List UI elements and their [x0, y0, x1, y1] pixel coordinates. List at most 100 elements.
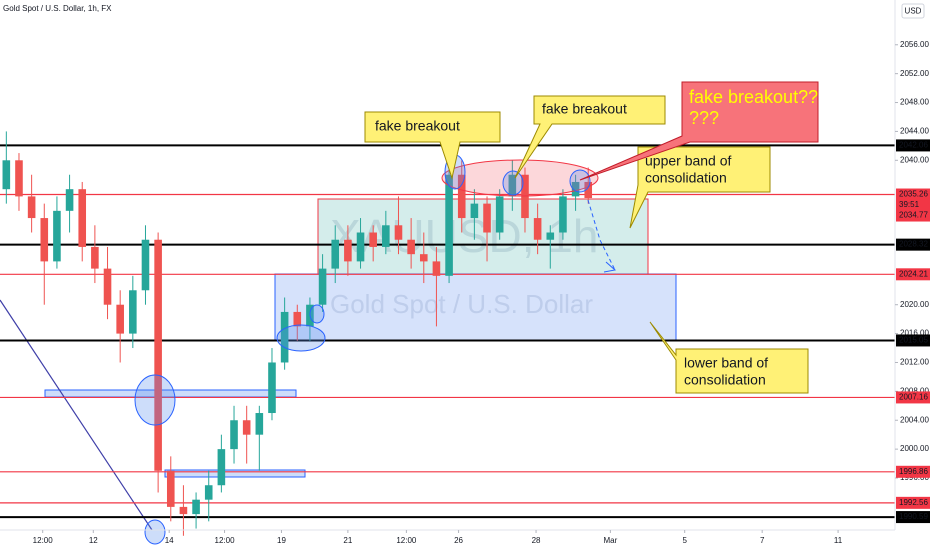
candle-body: [445, 174, 453, 276]
trend-line: [0, 299, 153, 531]
price-line-label: 2007.16: [899, 393, 928, 402]
candle-body: [242, 420, 251, 435]
candle-body: [217, 449, 226, 486]
callout-text: fake breakout: [375, 118, 460, 134]
currency-box: [901, 3, 925, 19]
candle-body: [394, 225, 403, 240]
y-tick-label: 2020.00: [900, 300, 929, 309]
price-line-label: 2042.06: [899, 141, 928, 150]
candle-body: [483, 203, 491, 233]
x-tick-label: 19: [277, 536, 286, 545]
callout-text: lower band of: [684, 355, 768, 371]
candle-body: [356, 232, 365, 262]
callout: [364, 111, 501, 180]
price-line-label: 2015.05: [899, 336, 928, 345]
x-tick-label: 12:00: [33, 536, 54, 545]
candle-body: [331, 239, 340, 269]
watermark-name: Gold Spot / U.S. Dollar: [330, 289, 593, 319]
candle-body: [382, 225, 390, 247]
candle-body: [230, 420, 238, 450]
candle-body: [141, 239, 150, 291]
candle-body: [584, 181, 593, 199]
circle: [276, 324, 326, 352]
countdown: 39:51: [899, 200, 920, 209]
circle: [309, 304, 325, 324]
callouts: [364, 81, 819, 394]
callout-alert: [579, 81, 819, 181]
candle-body: [432, 261, 441, 276]
candle-body: [571, 181, 580, 197]
candle-body: [2, 160, 11, 190]
price-line-label: 1992.56: [899, 498, 928, 507]
support-zone: [164, 469, 306, 478]
price-line-label: 2035.26: [899, 190, 928, 199]
candle-body: [179, 506, 188, 515]
candle-body: [470, 203, 479, 219]
callout-text: upper band of: [645, 153, 732, 169]
symbol-header: Gold Spot / U.S. Dollar, 1h, FX: [3, 4, 112, 13]
y-tick-label: 2004.00: [900, 415, 929, 424]
candle-body: [280, 311, 289, 363]
candle-body: [154, 239, 162, 471]
candle-body: [419, 254, 428, 262]
last-price-box: [896, 199, 930, 222]
candle-body: [78, 189, 87, 247]
y-tick-label: 2044.00: [900, 127, 929, 136]
candle-body: [103, 268, 112, 305]
callout-text: consolidation: [645, 170, 727, 186]
breakout-ellipse: [441, 159, 599, 197]
x-tick-label: Mar: [603, 536, 617, 545]
circle: [144, 519, 166, 545]
x-tick-label: 28: [532, 536, 541, 545]
circle: [502, 170, 524, 196]
price-line-label-box: [896, 465, 930, 478]
callout-text: ???: [689, 108, 719, 128]
candle-body: [508, 174, 517, 197]
price-line-label-box: [896, 511, 930, 524]
candle-body: [65, 189, 74, 211]
x-tick-label: 5: [682, 536, 687, 545]
price-line-label: 2028.32: [899, 240, 928, 249]
axis-labels: 2056.00 2052.00 2048.00 2044.00 2040.00 2020.…: [33, 40, 930, 545]
arrow-head: [603, 261, 617, 273]
candle-body: [27, 196, 36, 219]
callout: [649, 321, 809, 394]
candle-body: [533, 218, 542, 240]
candle-body: [293, 311, 302, 327]
candle-body: [495, 196, 504, 233]
price-line-label-box: [896, 496, 930, 509]
candle-body: [166, 470, 175, 507]
callout-text: consolidation: [684, 372, 766, 388]
callout: [514, 95, 666, 179]
candle-body: [407, 239, 415, 255]
candle-body: [116, 304, 124, 334]
candle-body: [369, 232, 377, 247]
y-tick-label: 2000.00: [900, 444, 929, 453]
callout: [629, 146, 771, 229]
candle-body: [40, 218, 49, 262]
price-line-label-box: [896, 268, 930, 281]
candles: [2, 131, 593, 536]
y-tick-label: 2012.00: [900, 358, 929, 367]
x-tick-label: 14: [165, 536, 174, 545]
circle: [569, 169, 591, 193]
candle-body: [344, 239, 352, 262]
price-line-label: 2024.21: [899, 269, 928, 278]
y-tick-label: 2056.00: [900, 40, 929, 49]
candle-body: [457, 174, 466, 219]
price-line-label-box: [896, 334, 930, 347]
consolidation-lower-zone: [274, 273, 677, 341]
x-tick-label: 21: [343, 536, 352, 545]
candle-body: [559, 196, 567, 233]
projection-arrow: [587, 199, 616, 271]
candle-body: [204, 485, 213, 500]
y-tick-label: 2048.00: [900, 98, 929, 107]
candle-body: [129, 290, 137, 334]
y-tick-label: 2052.00: [900, 69, 929, 78]
x-tick-label: 12:00: [396, 536, 417, 545]
circle: [134, 374, 176, 426]
candle-body: [268, 362, 276, 414]
y-tick-label: 2016.00: [900, 329, 929, 338]
price-line-label-box: [896, 139, 930, 152]
